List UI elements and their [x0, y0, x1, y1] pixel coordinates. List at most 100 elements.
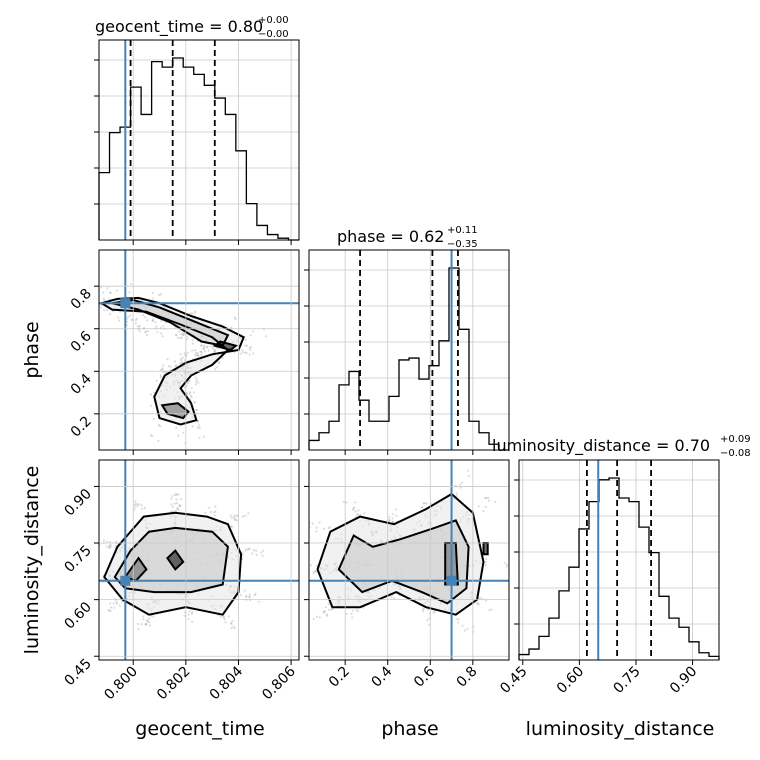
panel-geocent-time-phase-sample-point [244, 351, 247, 354]
panel-phase-ld-sample-point [294, 573, 296, 575]
panel-geocent-time-phase-sample-point [233, 351, 236, 354]
panel-geocent-time-ld-sample-point [214, 510, 217, 513]
panel-geocent-time-phase-sample-point [134, 322, 137, 325]
panel-geocent-time-phase-sample-point [234, 318, 237, 321]
panel-geocent-time-ld-contour-3 [166, 549, 185, 571]
panel-geocent-time-phase-sample-point [161, 335, 164, 338]
panel-geocent-time-ld-sample-point [247, 512, 250, 515]
panel-geocent-time-ld-ytick-label-1: 0.60 [61, 599, 94, 632]
panel-phase-ld-sample-point [353, 506, 356, 509]
panel-geocent-time-ld-sample-point [252, 549, 255, 552]
panel-geocent-time-phase-sample-point [144, 316, 147, 319]
panel-geocent-time-phase-sample-point [193, 401, 196, 404]
panel-geocent-time-phase-ytick-label-3: 0.8 [68, 286, 95, 313]
panel-geocent-time-ld-sample-point [254, 592, 257, 596]
panel-geocent-time-phase-sample-point [200, 351, 203, 354]
panel-geocent-time-phase-sample-point [214, 348, 217, 352]
panel-geocent-time-ld-sample-point [235, 519, 238, 522]
panel-geocent-time-phase-sample-point [155, 325, 158, 328]
panel-phase-ld-sample-point [331, 607, 334, 611]
panel-geocent-time-ld-sample-point [105, 545, 108, 548]
panel-phase-ld-sample-point [467, 469, 470, 472]
panel-geocent-time-phase-sample-point [162, 325, 165, 328]
panel-phase-ld-sample-point [318, 616, 321, 619]
panel-geocent-time-ld-sample-point [179, 498, 182, 501]
panel-geocent-time-ld-sample-point [222, 616, 225, 619]
panel-geocent-time-phase-sample-point [264, 335, 267, 338]
xlabel-luminosity-distance: luminosity_distance [526, 718, 715, 740]
hist-luminosity-distance-xtick-label-0: 0.45 [497, 664, 530, 697]
panel-phase-ld-xtick-label-2: 0.6 [411, 663, 438, 690]
panel-geocent-time-phase-sample-point [196, 378, 199, 381]
panel-geocent-time-phase-sample-point [102, 291, 105, 294]
panel-geocent-time-phase-sample-point [194, 310, 197, 313]
panels-layer: 0.45 0.60 0.75 0.90 0.2 0.4 0.6 0.8 0.800 0.802 0.… [61, 39, 720, 703]
panel-geocent-time-phase-sample-point [108, 298, 111, 301]
panel-geocent-time-phase-sample-point [112, 310, 115, 313]
panel-geocent-time-ld-sample-point [136, 505, 139, 508]
panel-geocent-time-phase-contour-3 [212, 340, 238, 352]
panel-phase-ld-sample-point [354, 501, 357, 504]
panel-geocent-time-ld-sample-point [87, 580, 89, 582]
panel-geocent-time-ld-sample-point [95, 575, 97, 577]
panel-geocent-time-phase-sample-point [102, 297, 105, 300]
panel-phase-ld-sample-point [345, 612, 348, 616]
panel-phase-ld-sample-point [311, 522, 314, 525]
panel-geocent-time-phase-sample-point [205, 346, 208, 349]
panel-geocent-time-ld-sample-point [174, 493, 177, 496]
panel-geocent-time-phase-sample-point [85, 285, 87, 287]
panel-phase-ld-truth-marker [446, 575, 457, 586]
panel-phase-ld-sample-point [487, 496, 490, 499]
panel-geocent-time-phase-sample-point [193, 312, 196, 315]
panel-geocent-time-phase-sample-point [117, 316, 120, 319]
panel-phase-ld-sample-point [426, 619, 429, 622]
panel-phase-ld-sample-point [310, 564, 313, 567]
panel-phase-ld-sample-point [355, 513, 358, 516]
panel-geocent-time-ld-sample-point [247, 548, 250, 551]
panel-geocent-time-phase-sample-point [188, 392, 191, 395]
panel-phase-ld-sample-point [315, 570, 318, 574]
panel-geocent-time-phase-sample-point [94, 300, 96, 302]
panel-geocent-time-ld-sample-point [137, 628, 140, 631]
panel-geocent-time-ld-sample-point [175, 498, 178, 501]
panel-geocent-time-phase-sample-point [245, 351, 248, 355]
panel-geocent-time-phase-sample-point [167, 364, 170, 368]
panel-geocent-time-phase-sample-point [202, 435, 205, 438]
panel-geocent-time-phase-sample-point [185, 393, 188, 396]
panel-phase-ld-sample-point [485, 497, 488, 500]
panel-geocent-time-phase-frame [98, 249, 300, 451]
panel-geocent-time-phase-sample-point [150, 434, 153, 437]
panel-geocent-time-ld-sample-point [261, 554, 264, 557]
panel-geocent-time-ld-sample-point [143, 506, 146, 509]
panel-phase-ld-sample-point [391, 517, 394, 520]
panel-geocent-time-phase-sample-point [138, 324, 141, 327]
panel-geocent-time-ld-xtick-label-3: 0.806 [259, 663, 299, 703]
panel-geocent-time-ld-sample-point [88, 574, 90, 576]
panel-geocent-time-ld-ytick-label-2: 0.75 [61, 543, 94, 576]
panel-geocent-time-ld-sample-point [115, 601, 118, 604]
panel-geocent-time-phase-sample-point [160, 319, 163, 323]
panel-geocent-time-phase-ytick-label-1: 0.4 [68, 371, 95, 398]
panel-geocent-time-ld-sample-point [83, 577, 85, 579]
panel-geocent-time-ld-sample-point [115, 540, 118, 543]
panel-phase-ld-sample-point [466, 627, 469, 630]
panel-geocent-time-phase-sample-point [207, 349, 210, 352]
panel-geocent-time-ld-sample-point [176, 506, 179, 509]
panel-geocent-time-ld-sample-point [229, 514, 232, 517]
panel-phase-ld-sample-point [458, 483, 462, 486]
panel-phase-ld-sample-point [455, 618, 458, 621]
panel-geocent-time-ld-sample-point [248, 595, 251, 599]
panel-geocent-time-ld-sample-point [230, 626, 233, 630]
panel-geocent-time-ld-sample-point [171, 505, 174, 508]
panel-geocent-time-phase-sample-point [128, 291, 131, 294]
panel-geocent-time-ld-contour-1 [113, 526, 229, 594]
panel-geocent-time-ld-sample-point [213, 511, 216, 514]
panel-geocent-time-ld-sample-point [113, 606, 116, 609]
panel-geocent-time-ld-sample-point [227, 615, 230, 618]
panel-geocent-time-phase-plot-area [85, 250, 299, 450]
panel-geocent-time-phase-sample-point [190, 396, 193, 399]
panel-geocent-time-phase-sample-point [138, 330, 141, 333]
panel-phase-ld-sample-point [357, 509, 360, 512]
panel-phase-ld-sample-point [322, 610, 326, 613]
panel-phase-ld-plot-area [294, 460, 509, 660]
